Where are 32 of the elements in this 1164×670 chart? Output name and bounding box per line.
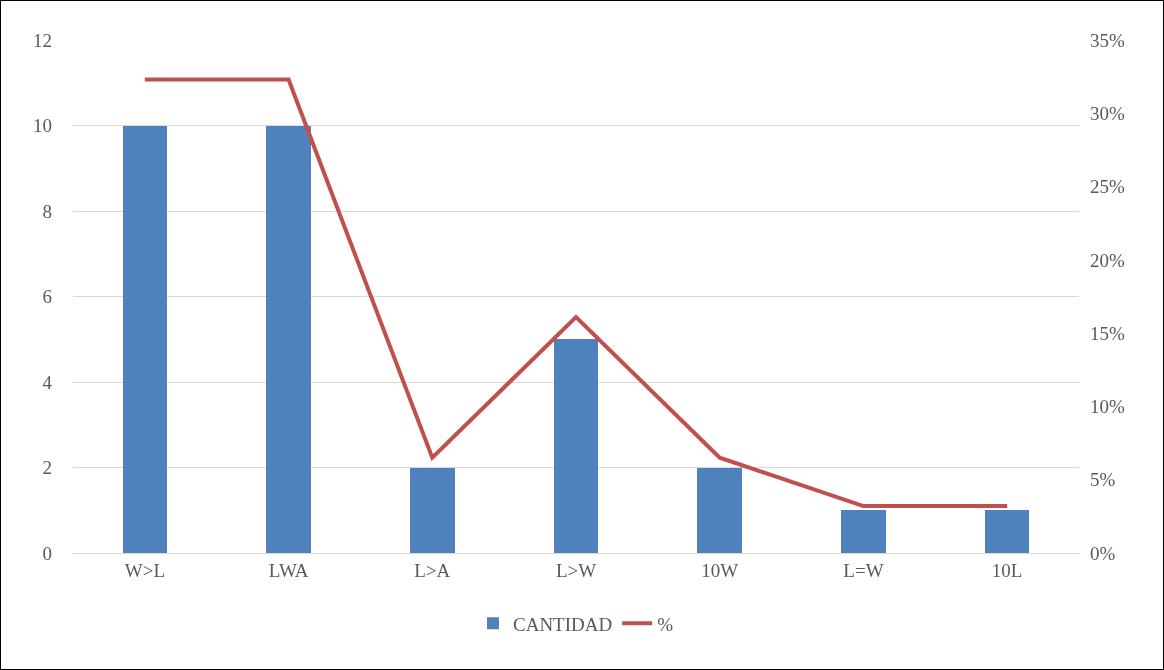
y2-tick-label: 35% bbox=[1090, 29, 1125, 51]
y-tick-label: 10 bbox=[33, 115, 52, 137]
bar bbox=[266, 125, 311, 553]
legend-label: % bbox=[657, 613, 674, 635]
y2-tick-label: 25% bbox=[1090, 176, 1125, 198]
x-tick-label: 10L bbox=[991, 559, 1023, 581]
line-series bbox=[142, 77, 1010, 509]
bar bbox=[122, 125, 168, 553]
y-tick-label: 4 bbox=[42, 371, 53, 393]
y-tick-label: 8 bbox=[42, 200, 52, 222]
x-tick-label: L=W bbox=[843, 559, 884, 581]
y2-tick-label: 30% bbox=[1090, 102, 1125, 124]
x-tick-label: L>A bbox=[414, 559, 451, 581]
bar bbox=[410, 467, 455, 553]
y2-tick-label: 0% bbox=[1090, 542, 1116, 564]
y-tick-label: 0 bbox=[42, 542, 52, 564]
y-tick-label: 6 bbox=[42, 286, 52, 308]
y2-tick-label: 15% bbox=[1090, 322, 1125, 344]
y2-tick-label: 5% bbox=[1090, 469, 1116, 491]
x-tick-label: LWA bbox=[268, 559, 309, 581]
y2-tick-label: 20% bbox=[1090, 249, 1125, 271]
x-tick-label: W>L bbox=[124, 559, 165, 581]
y-tick-label: 2 bbox=[42, 457, 52, 479]
legend-label: CANTIDAD bbox=[513, 613, 613, 635]
bar bbox=[553, 339, 599, 553]
bar bbox=[841, 510, 886, 553]
bar bbox=[984, 510, 1030, 553]
bar bbox=[697, 467, 742, 553]
y-tick-label: 12 bbox=[33, 29, 52, 51]
x-tick-label: L>W bbox=[555, 559, 597, 581]
x-tick-label: 10W bbox=[701, 559, 739, 581]
y2-tick-label: 10% bbox=[1090, 396, 1125, 418]
